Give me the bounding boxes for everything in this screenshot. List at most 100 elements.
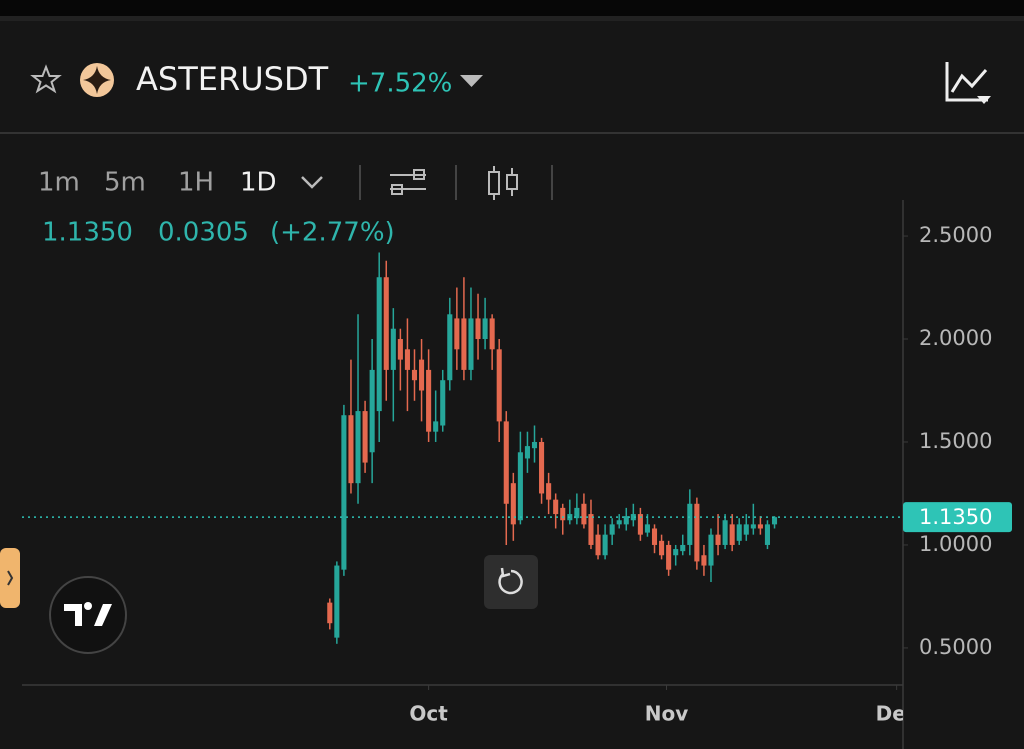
chart-icon-line	[950, 69, 988, 93]
candle-body	[637, 514, 643, 535]
candle-body	[341, 415, 347, 570]
favorite-star[interactable]	[30, 64, 62, 94]
candle-body	[390, 328, 396, 370]
tradingview-logo[interactable]	[49, 576, 127, 654]
interval-button[interactable]: 1m	[38, 168, 80, 198]
reset-icon-arrow	[500, 567, 511, 578]
legend-change: 0.0305	[158, 218, 249, 248]
reset-icon	[498, 569, 523, 595]
candle-body	[489, 318, 495, 350]
candle-body	[482, 318, 488, 340]
candle-body	[539, 441, 545, 494]
candle-body	[475, 318, 481, 340]
candle-body	[496, 349, 502, 422]
legend-change-pct: (+2.77%)	[270, 218, 395, 248]
x-axis-labels: Oct Nov Dec	[409, 702, 918, 726]
candle-body	[369, 369, 375, 453]
y-tick-label: 1.0000	[919, 532, 992, 556]
candle-body	[510, 483, 516, 525]
interval-dropdown[interactable]	[301, 176, 323, 189]
x-tick-label: Dec	[876, 702, 918, 726]
candle-body	[454, 318, 460, 350]
candle-body	[404, 349, 410, 370]
candle-body	[736, 524, 742, 541]
y-tick-label: 2.0000	[919, 326, 992, 350]
strip-edge	[0, 16, 1024, 21]
candle-body	[468, 318, 474, 370]
chart-type-button[interactable]	[945, 62, 988, 102]
candle-body	[771, 517, 778, 525]
candle-body	[722, 520, 728, 545]
candle-body	[524, 446, 530, 459]
candle-body	[715, 534, 721, 545]
candle-body	[531, 441, 538, 449]
candle-body	[362, 411, 368, 463]
candle-body	[397, 339, 403, 360]
candle-body	[680, 544, 686, 552]
candle-body	[560, 507, 566, 521]
symbol[interactable]: ASTERUSDT	[136, 60, 329, 98]
price-change: +7.52%	[348, 69, 452, 99]
last-price-badge	[903, 502, 1012, 533]
candle-body	[553, 499, 559, 515]
icon-rect	[413, 169, 425, 180]
candle-body	[673, 549, 679, 556]
side-panel-tab[interactable]	[0, 548, 20, 608]
candle-body	[411, 369, 418, 381]
last-price-label: 1.1350	[919, 505, 992, 529]
symbol-dropdown[interactable]	[460, 75, 483, 87]
candle-body	[708, 534, 714, 566]
plot	[327, 252, 778, 644]
candle-body	[327, 602, 333, 624]
candle-style-button[interactable]	[488, 166, 518, 200]
candle-body	[581, 503, 587, 525]
side-panel-arrow	[7, 570, 14, 586]
candle-body	[546, 483, 552, 500]
candle-body	[348, 415, 354, 484]
candle-body	[588, 514, 594, 545]
candle-body	[355, 411, 361, 484]
interval-button[interactable]: 5m	[104, 168, 146, 198]
reset-button[interactable]	[484, 555, 538, 609]
candle-body	[433, 421, 439, 432]
candle-body	[687, 503, 693, 545]
legend-close: 1.1350	[42, 218, 133, 248]
candle-body	[757, 524, 763, 529]
y-tick-label: 2.5000	[919, 223, 992, 247]
candle-body	[694, 503, 700, 562]
candle-body	[630, 514, 636, 521]
candle-body	[574, 507, 580, 519]
candle-body	[651, 528, 658, 545]
candle-body	[743, 524, 749, 535]
tradingview-logo-mark	[64, 604, 112, 626]
candle-body	[616, 520, 622, 525]
candle-body	[383, 277, 389, 370]
indicators-button[interactable]	[390, 169, 426, 195]
chart-type-caret	[977, 96, 991, 104]
candle-body	[750, 524, 756, 529]
candle-body	[376, 277, 382, 412]
candle-body	[447, 314, 453, 381]
candle-body	[440, 380, 446, 426]
chart-icon-axis	[945, 62, 988, 102]
tradingview-logo-dot	[84, 602, 92, 610]
candle-body	[595, 534, 601, 556]
icon-body	[488, 171, 500, 195]
candle-body	[764, 524, 771, 545]
candle-body	[419, 359, 425, 391]
x-tick-label: Oct	[409, 702, 448, 726]
candle-body	[623, 516, 629, 525]
interval-button-active[interactable]: 1D	[240, 168, 277, 198]
coin-logo-mark	[83, 66, 111, 94]
y-tick-label: 1.5000	[919, 429, 992, 453]
icon-rect	[391, 184, 403, 195]
candle-body	[517, 452, 523, 521]
status-strip	[0, 0, 1024, 16]
candle-body	[334, 565, 340, 638]
interval-button[interactable]: 1H	[178, 168, 214, 198]
candle-body	[461, 318, 467, 370]
candle-body	[602, 534, 608, 556]
